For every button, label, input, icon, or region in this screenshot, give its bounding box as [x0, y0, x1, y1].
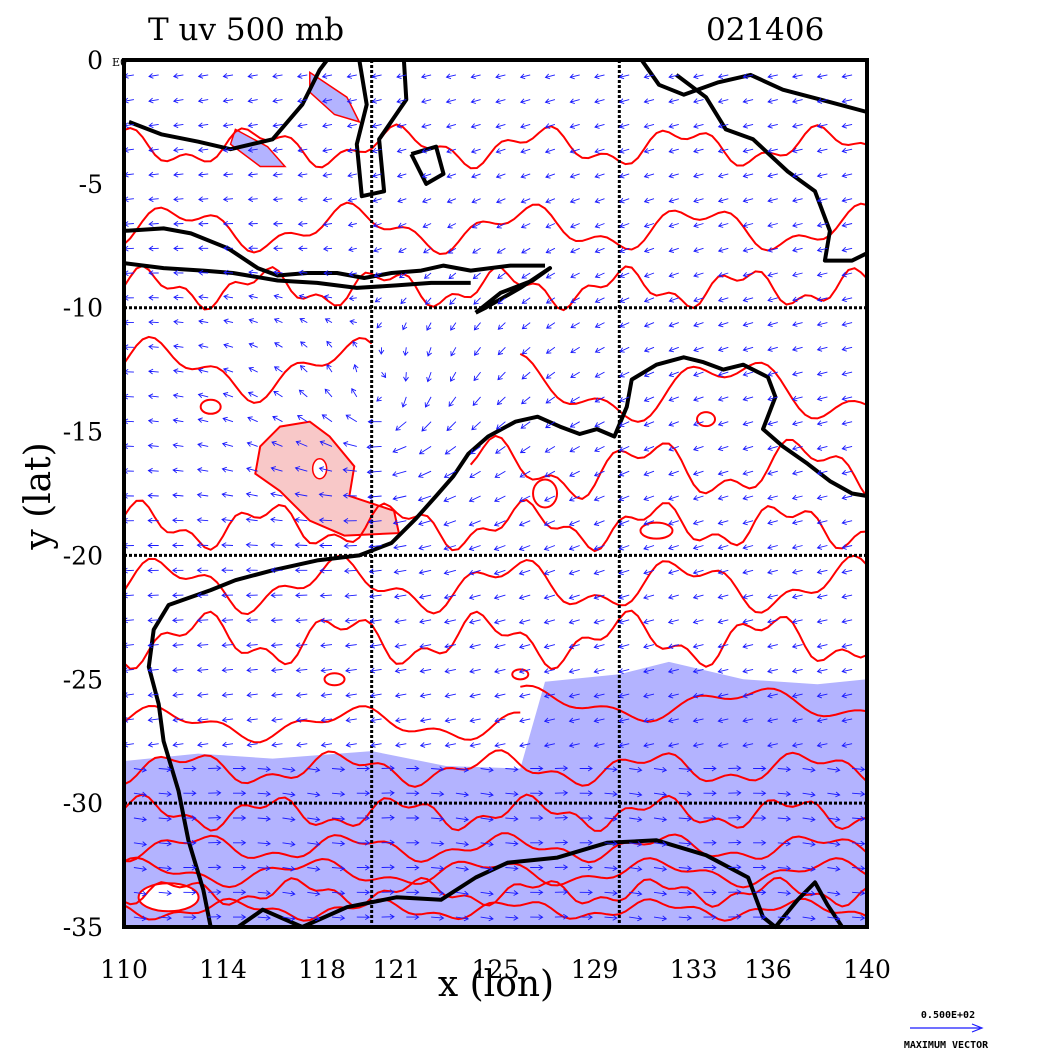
- coastline-segment: [123, 226, 545, 280]
- coastline-segment: [639, 58, 868, 114]
- chart-title: T uv 500 mb: [148, 12, 344, 48]
- isotherm-loop: [639, 521, 674, 540]
- isotherm-contour: [519, 353, 868, 423]
- coastline-segment: [146, 355, 868, 928]
- x-tick-label: 129: [571, 955, 619, 984]
- y-tick-label: -20: [63, 541, 103, 570]
- y-tick-label: -5: [79, 170, 103, 199]
- x-tick-label: 133: [670, 955, 718, 984]
- isotherm-contour: [123, 554, 868, 616]
- plot-frame: [122, 58, 869, 929]
- isotherm-loop: [696, 411, 717, 428]
- isotherm-contour: [123, 793, 868, 832]
- cold-region: [124, 661, 867, 927]
- isotherm-contour: [123, 897, 868, 922]
- y-tick-label: 0: [87, 46, 103, 75]
- coastline-segment: [409, 144, 446, 186]
- x-tick-label: 140: [843, 955, 891, 984]
- cold-patch: [229, 128, 287, 168]
- x-tick-label: 136: [744, 955, 792, 984]
- chart-timestamp: 021406: [706, 12, 824, 48]
- y-tick-label: -15: [63, 418, 103, 447]
- isotherm-contour: [123, 749, 868, 788]
- isotherm-contour: [123, 609, 868, 671]
- coastline-segment: [128, 58, 329, 152]
- x-tick-label: 121: [373, 955, 421, 984]
- isotherm-contour: [123, 335, 373, 404]
- reference-vector-head: [971, 1023, 984, 1033]
- warm-anomaly: [254, 420, 401, 537]
- x-axis-label: x (lon): [438, 964, 554, 1005]
- y-tick-label: -35: [63, 913, 103, 942]
- x-axis-ticks: 110 114 118 121 125 129 133 136 140: [100, 955, 891, 984]
- coastline-segment: [123, 261, 471, 290]
- isotherm-contour: [123, 498, 868, 553]
- reference-vector-label: MAXIMUM VECTOR: [904, 1040, 989, 1051]
- isotherm-loop: [532, 478, 559, 509]
- y-tick-label: -10: [63, 294, 103, 323]
- isotherm-loop: [199, 398, 222, 415]
- isotherm-contour: [469, 434, 868, 500]
- cold-region-fill: [124, 70, 867, 927]
- y-tick-label: -30: [63, 789, 103, 818]
- isotherm-loop: [511, 668, 530, 681]
- lat-lon-grid: [124, 60, 867, 927]
- y-axis-label: y (lat): [18, 442, 59, 550]
- x-tick-label: 125: [472, 955, 520, 984]
- isotherm-contour: [123, 123, 868, 170]
- isotherm-contour: [123, 704, 521, 744]
- reference-vector-value: 0.500E+02: [921, 1010, 975, 1021]
- coastline-segment: [354, 59, 409, 199]
- wind-vectors: [122, 73, 866, 922]
- y-top-suffix: E0: [112, 56, 127, 69]
- isotherm-loop: [323, 672, 346, 687]
- x-tick-label: 114: [199, 955, 247, 984]
- coastline-segment: [675, 73, 868, 263]
- y-tick-label: -25: [63, 665, 103, 694]
- cold-hole: [137, 882, 200, 913]
- x-tick-label: 110: [100, 955, 148, 984]
- cold-patch: [309, 70, 361, 124]
- warm-anomaly-fill: [254, 420, 401, 537]
- isotherm-contour: [123, 201, 868, 256]
- isotherm-contour: [520, 684, 868, 723]
- isotherm-contour: [123, 832, 868, 864]
- y-axis-ticks: 0 -5 -10 -15 -20 -25 -30 -35: [63, 46, 103, 942]
- x-tick-label: 118: [298, 955, 346, 984]
- wind-vector-field: [122, 73, 866, 922]
